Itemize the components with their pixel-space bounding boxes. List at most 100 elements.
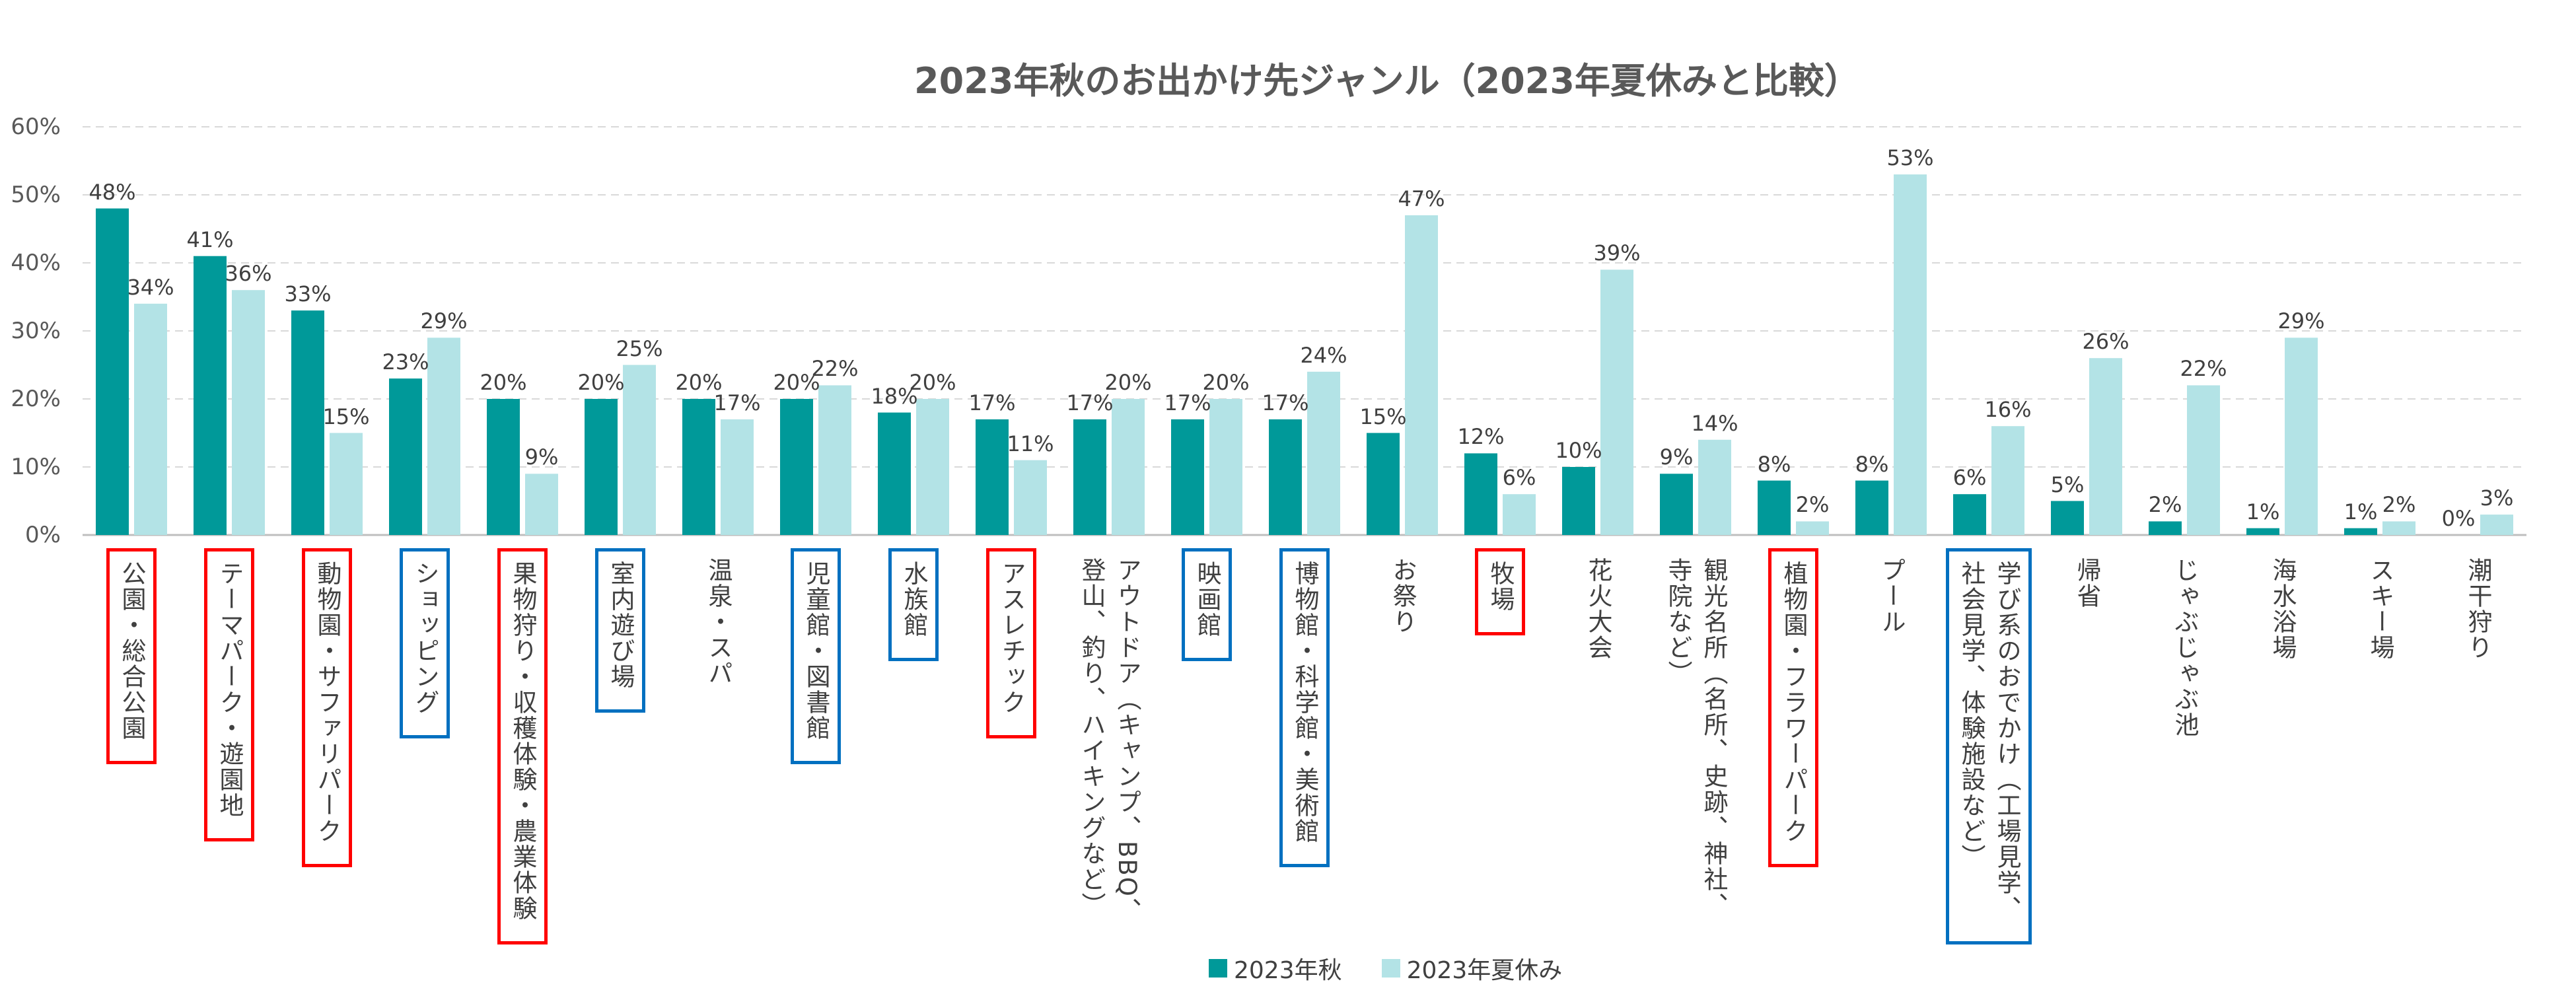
bar-summer (1600, 269, 1633, 535)
data-label: 3% (2480, 485, 2514, 511)
data-label: 15% (322, 404, 370, 429)
data-label: 36% (225, 261, 272, 287)
x-category-label: スキー場 (2366, 557, 2394, 660)
data-label: 17% (713, 390, 761, 415)
bar-summer (2187, 385, 2220, 535)
data-label: 8% (1855, 451, 1889, 477)
bar-summer (623, 365, 656, 535)
data-label: 17% (1262, 390, 1309, 415)
data-label: 6% (1502, 465, 1536, 491)
bar-summer (1503, 494, 1536, 535)
bar-autumn (2051, 501, 2084, 535)
bar-autumn (194, 256, 227, 535)
x-category-label: 植物園・フラワーパーク (1768, 548, 1818, 867)
data-label: 34% (127, 274, 174, 300)
bar-autumn (291, 310, 324, 535)
bar-autumn (1758, 480, 1791, 535)
legend-item-autumn: 2023年秋 (1209, 951, 1342, 985)
data-label: 2% (2148, 492, 2182, 518)
x-category-label: ショッピング (400, 548, 450, 738)
data-label: 26% (2082, 329, 2129, 355)
data-label: 0% (2441, 506, 2476, 531)
bar-summer (330, 433, 363, 535)
data-label: 23% (382, 349, 429, 375)
bar-autumn (2246, 528, 2279, 535)
x-category-label: プール (1877, 557, 1906, 635)
data-label: 25% (616, 336, 663, 361)
x-category-label: テーマパーク・遊園地 (204, 548, 254, 841)
x-category-label: 花火大会 (1584, 557, 1612, 660)
bar-summer (2285, 338, 2318, 535)
x-category-label: 公園・総合公園 (106, 548, 157, 764)
data-label: 16% (1984, 397, 2032, 423)
data-label: 20% (773, 370, 820, 395)
data-label: 9% (1659, 445, 1694, 470)
bar-summer (1894, 174, 1927, 536)
data-label: 1% (2246, 499, 2280, 524)
data-label: 24% (1300, 342, 1347, 368)
legend: 2023年秋 2023年夏休み (1209, 951, 1562, 985)
data-label: 22% (811, 356, 859, 382)
bar-autumn (96, 208, 129, 535)
x-category-label: 室内遊び場 (595, 548, 645, 713)
data-label: 47% (1398, 186, 1445, 211)
x-category-label: 動物園・サファリパーク (302, 548, 352, 867)
data-label: 8% (1757, 451, 1791, 477)
bar-summer (721, 419, 754, 535)
x-category-label: じゃぶじゃぶ池 (2170, 557, 2199, 738)
y-tick-label: 10% (11, 454, 61, 480)
bar-summer (134, 303, 167, 535)
bar-summer (2089, 358, 2122, 535)
data-label: 20% (675, 370, 723, 395)
x-category-label: 映画館 (1182, 548, 1232, 661)
bar-summer (1112, 399, 1145, 535)
x-category-label: 果物狩り・収穫体験・農業体験 (497, 548, 548, 944)
data-label: 29% (2277, 308, 2325, 334)
data-label: 5% (2050, 472, 2085, 497)
bar-autumn (780, 399, 813, 535)
bar-autumn (878, 412, 911, 535)
x-category-label: 水族館 (888, 548, 939, 661)
bar-summer (1796, 521, 1829, 535)
bar-summer (427, 338, 460, 535)
y-tick-label: 50% (11, 182, 61, 208)
data-label: 17% (1066, 390, 1114, 415)
bar-autumn (2149, 521, 2182, 535)
y-tick-label: 0% (25, 522, 61, 548)
legend-item-summer: 2023年夏休み (1381, 951, 1563, 985)
bar-autumn (389, 378, 422, 535)
data-label: 15% (1359, 404, 1407, 429)
legend-swatch-autumn (1209, 959, 1227, 978)
legend-label-summer: 2023年夏休み (1406, 957, 1563, 984)
bar-summer (818, 385, 851, 535)
bar-summer (2480, 515, 2513, 535)
legend-swatch-summer (1381, 959, 1400, 978)
data-label: 17% (1164, 390, 1211, 415)
x-category-label: 観光名所（名所、史跡、神社、寺院など） (1664, 557, 1728, 918)
data-label: 53% (1886, 145, 1934, 171)
data-label: 1% (2343, 499, 2378, 524)
data-label: 20% (1104, 370, 1152, 395)
bar-summer (232, 290, 265, 535)
x-category-label: 牧場 (1475, 548, 1525, 635)
data-label: 14% (1691, 410, 1738, 436)
bar-autumn (1562, 467, 1595, 535)
data-label: 18% (871, 383, 918, 409)
x-category-label: 博物館・科学館・美術館 (1279, 548, 1330, 867)
x-category-label: 潮干狩り (2464, 557, 2492, 660)
x-category-label: アウトドア（キャンプ、BBQ、登山、釣り、ハイキングなど） (1077, 557, 1141, 923)
x-category-label: お祭り (1388, 557, 1417, 635)
bar-summer (1014, 460, 1047, 535)
data-label: 2% (2382, 492, 2416, 518)
data-label: 48% (89, 179, 136, 205)
bar-autumn (487, 399, 520, 535)
data-label: 2% (1795, 492, 1830, 518)
bar-autumn (585, 399, 618, 535)
x-category-label: 帰省 (2073, 557, 2101, 609)
y-tick-label: 30% (11, 318, 61, 344)
bar-autumn (1171, 419, 1204, 535)
bar-autumn (1855, 480, 1888, 535)
data-label: 20% (1202, 370, 1250, 395)
data-label: 29% (420, 308, 468, 334)
